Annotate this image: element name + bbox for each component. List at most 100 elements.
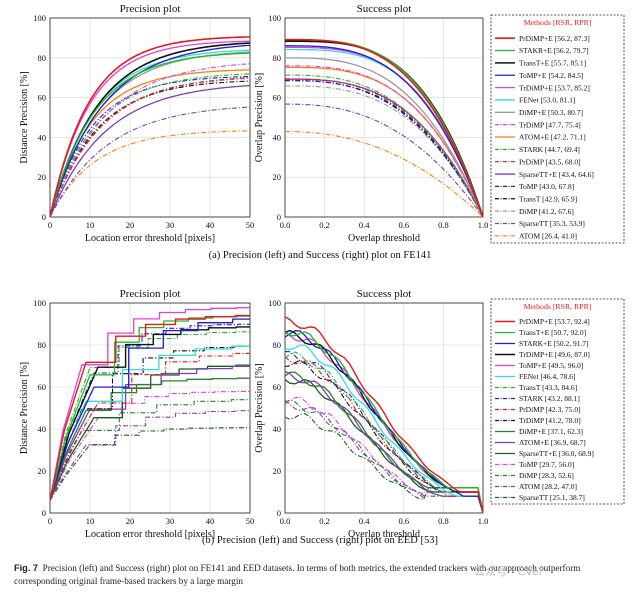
panel-b-left: 0 10 20 30 40 50 0 20 40 60 80 100 Precision plot Loc…	[19, 288, 254, 540]
legend-entry: STARK [44.7, 69.4]	[519, 145, 580, 154]
legend-title: Methods [RSR, RPR]	[524, 302, 592, 311]
x-tick-label: 0.8	[438, 220, 449, 230]
series-line-dimp	[285, 399, 483, 513]
legend-a: Methods [RSR, RPR] PrDiMP+E [56.2, 87.3] S…	[490, 14, 625, 244]
y-tick-label: 80	[38, 53, 47, 63]
x-tick-label: 0.4	[359, 220, 370, 230]
y-tick-label: 100	[33, 13, 46, 23]
x-tick-label: 1.0	[478, 220, 489, 230]
legend-entry: DiMP [28.3, 52.6]	[519, 471, 574, 480]
series-line-sparsett	[285, 413, 483, 513]
series-line-tomp-e	[50, 307, 250, 501]
y-tick-label: 80	[38, 340, 47, 350]
y-tick-label: 20	[38, 466, 47, 476]
y-tick-label: 0	[277, 508, 281, 518]
series-line-trdimp-e	[50, 40, 250, 217]
legend-entry: ATOM+E [36.9, 68.7]	[519, 438, 586, 447]
series-line-transt-e	[285, 331, 483, 513]
series-line-atom	[285, 131, 483, 217]
y-tick-label: 60	[38, 382, 47, 392]
legend-entry: ATOM [26.4, 41.0]	[519, 232, 577, 241]
y-tick-label: 0	[42, 212, 46, 222]
subfigure-caption: (b) Precision (left) and Success (right)…	[202, 535, 438, 546]
plot-frame	[284, 302, 484, 514]
legend-entry: PrDiMP+E [56.2, 87.3]	[519, 34, 590, 43]
legend-entry: STARK [43.2, 88.1]	[519, 394, 580, 403]
legend-entry: TrDiMP+E [49.6, 87.0]	[519, 350, 590, 359]
legend-entry: TrDiMP [47.7, 75.4]	[519, 120, 581, 129]
y-tick-label: 20	[273, 466, 282, 476]
y-tick-label: 40	[38, 132, 47, 142]
legend-frame	[490, 14, 625, 244]
series-line-transt	[50, 331, 250, 501]
x-tick-label: 0.0	[280, 220, 291, 230]
legend-entry: DiMP+E [37.1, 62.3]	[519, 427, 583, 436]
x-tick-label: 20	[126, 220, 135, 230]
series-line-stakr-e	[50, 52, 250, 217]
series-line-dimp	[285, 85, 483, 217]
figure-caption: Fig. 7 Precision (left) and Success (rig…	[14, 562, 626, 588]
legend-entry: TrDiMP [41.2, 78.0]	[519, 416, 581, 425]
figure-label: Fig. 7	[14, 563, 38, 573]
series-line-prdimp	[285, 356, 483, 513]
series-line-fenet	[285, 48, 483, 217]
legend-entry: SparseTT+E [36.0, 68.9]	[519, 449, 594, 458]
legend-entry: DiMP+E [50.3, 80.7]	[519, 108, 583, 117]
x-axis-label: Location error threshold [pixels]	[85, 529, 215, 540]
legend-entry: ATOM+E [47.2, 71.1]	[519, 133, 586, 142]
panel-a-right: 0.0 0.2 0.4 0.6 0.8 1.0 0 20 40 60 80 100 Success pl…	[254, 3, 488, 244]
series-line-sparsett-e	[50, 364, 250, 501]
y-axis-label: Distance Precision [%]	[19, 71, 30, 163]
legend-entry: ToMP+E [54.2, 84.5]	[519, 71, 583, 80]
legend-entry: TransT+E [50.7, 92.0]	[519, 328, 586, 337]
legend-b: Methods [RSR, RPR] PrDiMP+E [53.7, 92.4] T…	[490, 298, 625, 505]
y-tick-label: 40	[273, 132, 282, 142]
series-line-sparsett-e	[50, 84, 250, 217]
legend-entry: TransT [43.3, 84.6]	[519, 383, 577, 392]
series-line-atom-e	[50, 365, 250, 501]
legend-entry: ATOM [28.2, 47.0]	[519, 482, 577, 491]
x-tick-label: 0	[48, 220, 52, 230]
legend-entry: DiMP [41.2, 67.6]	[519, 207, 574, 216]
plot-frame	[49, 17, 251, 218]
series-line-prdimp-e	[50, 314, 250, 501]
series-line-prdimp	[50, 77, 250, 217]
series-line-dimp	[50, 399, 250, 501]
legend-entry: STARK+E [50.2, 91.7]	[519, 339, 589, 348]
y-tick-label: 100	[33, 298, 46, 308]
y-tick-label: 20	[273, 172, 282, 182]
x-tick-label: 0.0	[280, 516, 291, 526]
y-tick-label: 0	[277, 212, 281, 222]
x-tick-label: 0	[48, 516, 52, 526]
plot-frame	[284, 17, 484, 218]
y-tick-label: 60	[38, 93, 47, 103]
legend-entry: FENet [53.0, 81.1]	[519, 96, 575, 105]
y-tick-label: 40	[38, 424, 47, 434]
series-line-tomp-e	[285, 45, 483, 217]
x-tick-label: 30	[166, 220, 175, 230]
legend-frame	[490, 298, 625, 505]
series-layer	[50, 307, 250, 501]
x-tick-label: 0.2	[319, 516, 330, 526]
series-line-tomp-e	[50, 44, 250, 217]
y-tick-label: 100	[268, 298, 281, 308]
x-tick-label: 30	[166, 516, 175, 526]
series-line-sparsett	[285, 103, 483, 217]
legend-entry: TransT+E [55.7, 85.1]	[519, 59, 586, 68]
x-tick-label: 0.6	[398, 516, 409, 526]
chart-title: Success plot	[357, 3, 412, 15]
x-tick-label: 1.0	[478, 516, 489, 526]
x-tick-label: 40	[206, 220, 215, 230]
series-line-sparsett	[50, 427, 250, 501]
legend-entry: PrDiMP [43.5, 68.0]	[519, 157, 581, 166]
x-tick-label: 0.4	[359, 516, 370, 526]
x-tick-label: 10	[86, 516, 95, 526]
series-line-atom-e	[50, 69, 250, 217]
x-tick-label: 50	[246, 516, 255, 526]
series-line-stark	[285, 351, 483, 513]
legend-entry: SparseTT+E [43.4, 64.6]	[519, 170, 594, 179]
x-axis-label: Overlap threshold	[348, 233, 420, 244]
legend-entry: PrDiMP+E [53.7, 92.4]	[519, 317, 590, 326]
legend-entry: ToMP+E [49.5, 96.0]	[519, 361, 583, 370]
series-line-prdimp-e	[285, 38, 483, 217]
